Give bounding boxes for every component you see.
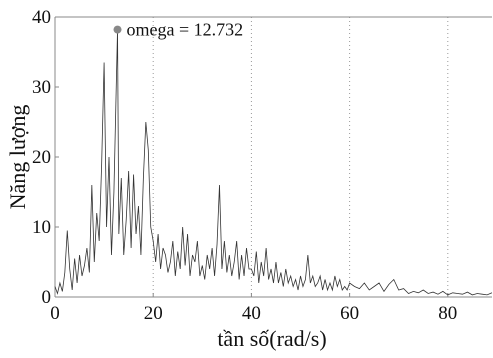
y-tick-label-4: 40 <box>32 7 51 28</box>
x-tick-label-0: 0 <box>50 303 60 324</box>
series-line-0 <box>54 29 493 296</box>
annotation-label-0: omega = 12.732 <box>127 20 244 40</box>
y-tick-label-2: 20 <box>32 147 51 168</box>
x-tick-label-4: 80 <box>438 303 457 324</box>
series-layer <box>54 29 493 296</box>
x-tick-label-3: 60 <box>340 303 359 324</box>
annotation-marker-0 <box>113 25 122 34</box>
y-tick-label-1: 10 <box>32 217 51 238</box>
grid-layer <box>152 17 449 297</box>
x-tick-label-2: 40 <box>242 303 261 324</box>
axes-layer: 0 20 40 60 80 0 10 20 30 40 <box>32 7 492 324</box>
x-tick-label-1: 20 <box>144 303 163 324</box>
annotation-layer: omega = 12.732 <box>113 20 244 40</box>
y-tick-label-0: 0 <box>42 287 52 308</box>
x-axis-label: tần số(rad/s) <box>217 326 326 351</box>
y-axis-label: Năng lượng <box>5 105 30 210</box>
y-tick-label-3: 30 <box>32 77 51 98</box>
